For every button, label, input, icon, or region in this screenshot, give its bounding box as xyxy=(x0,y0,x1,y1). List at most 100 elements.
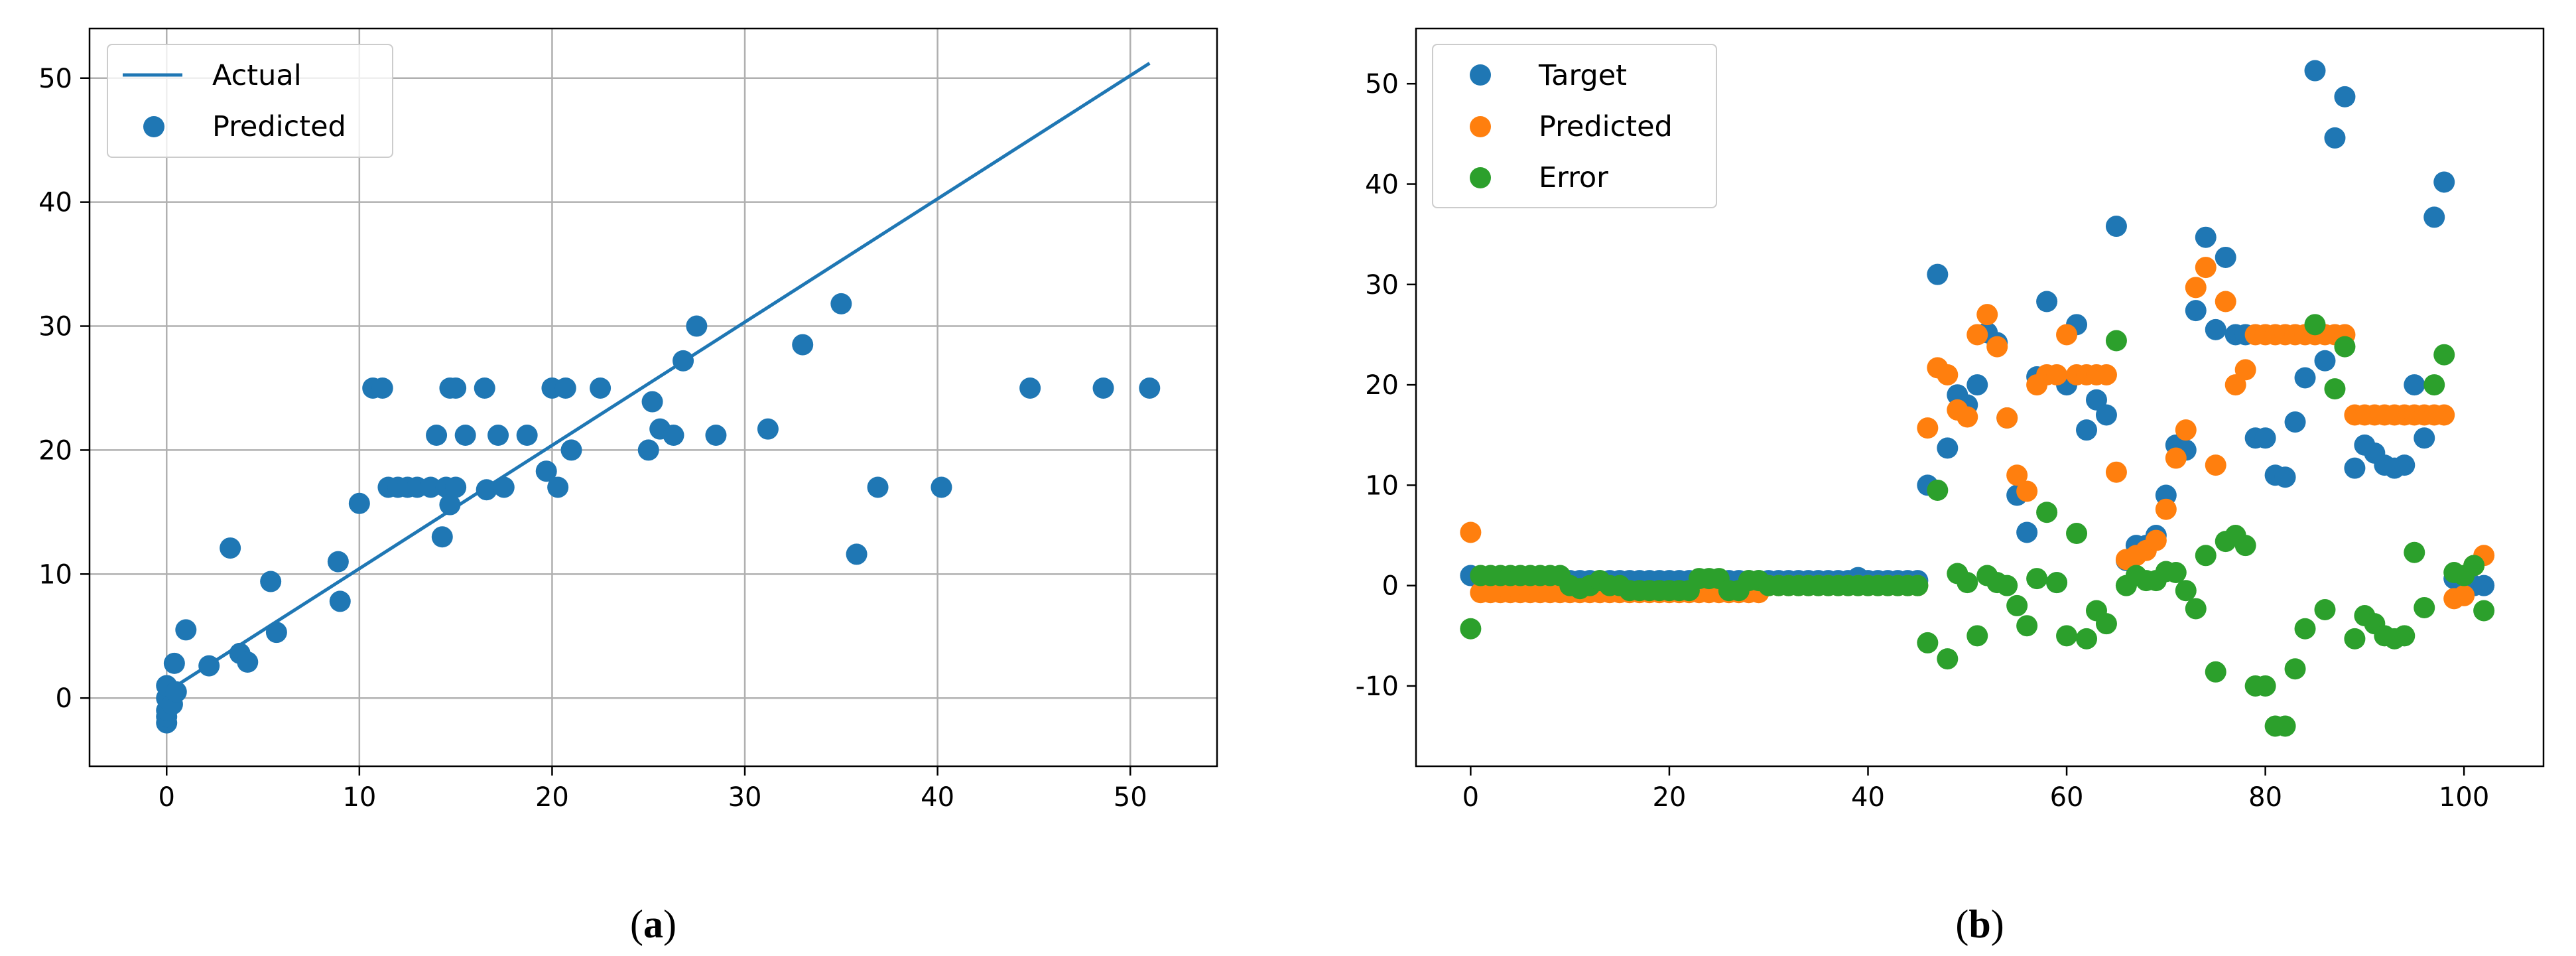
point-predicted xyxy=(637,439,659,461)
point-predicted xyxy=(686,315,708,337)
point-error xyxy=(2334,336,2356,358)
point-target xyxy=(2205,318,2226,340)
point-predicted xyxy=(663,425,684,446)
point-target xyxy=(2294,367,2316,389)
point-target xyxy=(2394,454,2415,476)
y-tick-label: 50 xyxy=(38,64,72,94)
point-predicted xyxy=(220,537,241,559)
x-tick-label: 80 xyxy=(2248,782,2282,813)
point-predicted xyxy=(2175,419,2197,441)
point-error xyxy=(1996,575,2018,596)
point-error xyxy=(1907,575,1929,596)
point-target xyxy=(2076,419,2098,441)
legend-target-label: Target xyxy=(1538,59,1627,92)
legend-box xyxy=(107,44,393,158)
point-predicted xyxy=(1019,377,1041,399)
point-target xyxy=(1966,374,1988,396)
point-predicted xyxy=(445,377,467,399)
point-error xyxy=(2254,675,2276,697)
chart-a-frame xyxy=(88,27,1218,768)
point-predicted xyxy=(2195,257,2217,279)
legend-predicted-swatch xyxy=(1470,116,1491,137)
point-predicted xyxy=(830,293,852,314)
point-predicted xyxy=(426,425,448,446)
point-target xyxy=(2423,206,2445,228)
point-error xyxy=(2324,378,2346,400)
point-error xyxy=(2234,535,2256,557)
point-predicted xyxy=(846,543,868,565)
point-error xyxy=(2026,568,2048,590)
point-target xyxy=(2036,291,2058,312)
point-error xyxy=(2006,594,2028,616)
x-tick-label: 100 xyxy=(2439,782,2489,813)
chart-b-legend: Target Predicted Error xyxy=(1432,44,1717,208)
series-actual-line xyxy=(165,62,1151,693)
point-target xyxy=(2195,226,2217,248)
point-error xyxy=(2046,572,2068,594)
point-predicted xyxy=(431,526,453,548)
point-predicted xyxy=(2215,291,2236,312)
point-error xyxy=(1460,618,1482,640)
point-target xyxy=(2314,350,2336,372)
point-target xyxy=(1937,437,1959,459)
point-error xyxy=(2105,330,2127,352)
point-predicted xyxy=(1460,521,1482,543)
y-tick-label: 0 xyxy=(56,683,72,714)
point-predicted xyxy=(1996,407,2018,429)
y-tick-label: 10 xyxy=(1365,470,1399,501)
chart-a-legend: Actual Predicted xyxy=(107,44,393,158)
legend-predicted-label: Predicted xyxy=(212,110,346,143)
point-error xyxy=(2165,562,2187,584)
point-predicted xyxy=(420,476,442,498)
point-target xyxy=(2105,216,2127,238)
point-target xyxy=(2085,389,2107,411)
point-predicted xyxy=(641,391,663,413)
chart-a-ticks: 0 10 20 30 40 50 0 10 20 30 40 50 xyxy=(38,64,1147,813)
point-predicted xyxy=(476,479,497,501)
legend-predicted-swatch xyxy=(143,116,164,137)
point-error xyxy=(2076,628,2098,649)
point-error xyxy=(1927,479,1949,501)
x-tick-label: 10 xyxy=(342,782,376,813)
point-target xyxy=(2304,60,2326,82)
point-predicted xyxy=(2006,464,2028,486)
point-predicted xyxy=(2155,498,2177,520)
point-target xyxy=(2344,457,2366,479)
y-tick-label: -10 xyxy=(1356,671,1399,702)
point-predicted xyxy=(493,476,515,498)
point-predicted xyxy=(2165,447,2187,469)
point-predicted xyxy=(1976,304,1998,326)
x-tick-label: 40 xyxy=(1851,782,1885,813)
y-tick-label: 20 xyxy=(38,435,72,466)
y-tick-label: 50 xyxy=(1365,69,1399,100)
x-tick-label: 20 xyxy=(535,782,569,813)
point-predicted xyxy=(1917,417,1939,439)
point-error xyxy=(2404,541,2425,563)
point-error xyxy=(2274,715,2296,737)
point-predicted xyxy=(329,590,351,612)
point-predicted xyxy=(1139,377,1161,399)
point-predicted xyxy=(1986,336,2008,358)
y-tick-label: 30 xyxy=(1365,270,1399,301)
point-target xyxy=(2473,575,2495,596)
point-error xyxy=(2433,344,2455,366)
point-error xyxy=(2473,600,2495,622)
caption-b-letter: b xyxy=(1968,902,1990,946)
point-predicted xyxy=(554,377,576,399)
point-error xyxy=(2344,628,2366,649)
point-error xyxy=(1917,632,1939,653)
point-predicted xyxy=(175,619,197,641)
chart-a: 0 10 20 30 40 50 0 10 20 30 40 50 Actual Predicted xyxy=(38,27,1218,813)
chart-b-marks xyxy=(1460,60,2495,737)
y-tick-label: 10 xyxy=(38,559,72,590)
chart-b-ticks: 0 20 40 60 80 100 -10 0 10 20 30 40 50 xyxy=(1356,69,2490,813)
point-predicted xyxy=(867,476,889,498)
point-predicted xyxy=(2205,454,2226,476)
point-predicted xyxy=(237,651,259,673)
point-target xyxy=(2274,466,2296,488)
point-error xyxy=(1937,648,1959,670)
point-target xyxy=(2334,86,2356,107)
chart-b: 0 20 40 60 80 100 -10 0 10 20 30 40 50 Target Predic… xyxy=(1356,27,2545,813)
point-error xyxy=(2195,545,2217,567)
point-error xyxy=(2175,580,2197,602)
